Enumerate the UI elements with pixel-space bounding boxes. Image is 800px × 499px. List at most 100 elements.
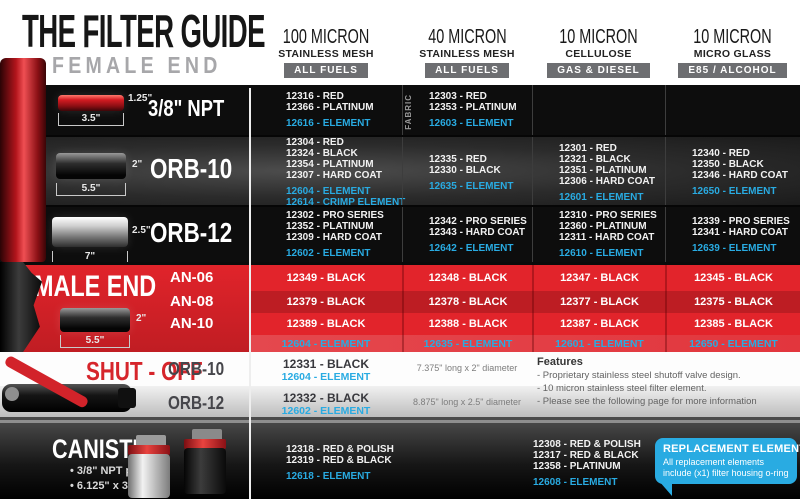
cell-npt-40micron: 12303 - RED 12353 - PLATINUM 12603 - ELE… xyxy=(402,85,532,135)
micron-label: 10 MICRON xyxy=(559,26,638,48)
shutoff-dimensions: 7.375" long x 2" diameter xyxy=(416,363,518,373)
part-number: 12319 - RED & BLACK xyxy=(286,455,392,466)
part-number: 12350 - BLACK xyxy=(692,159,764,170)
micron-label: 10 MICRON xyxy=(693,26,772,48)
features-block: Features - Proprietary stainless steel s… xyxy=(537,356,787,408)
part-number: 12352 - PLATINUM xyxy=(286,221,374,232)
part-number: 12375 - BLACK xyxy=(665,291,800,313)
part-number: 12318 - RED & POLISH xyxy=(286,444,394,455)
fuel-badge: ALL FUELS xyxy=(425,63,509,78)
canister-section: CANISTER • 3/8" NPT ports. • 6.125" x 3.… xyxy=(0,420,800,499)
column-header-100-micron: 100 MICRON STAINLESS MESH ALL FUELS xyxy=(250,0,402,85)
part-number: 12353 - PLATINUM xyxy=(429,102,517,113)
part-number: 12302 - PRO SERIES xyxy=(286,210,384,221)
cell-orb10-40micron: 12335 - RED 12330 - BLACK 12635 - ELEMEN… xyxy=(402,137,532,208)
dim-height-label: 2.5" xyxy=(132,225,151,236)
part-number: 12348 - BLACK xyxy=(402,265,532,291)
cell-canister-10micron-cellulose: 12308 - RED & POLISH 12317 - RED & BLACK… xyxy=(533,427,666,499)
part-number: 12377 - BLACK xyxy=(532,291,665,313)
element-number: 12650 - ELEMENT xyxy=(692,186,777,197)
part-number: 12387 - BLACK xyxy=(532,313,665,335)
black-filter-image xyxy=(60,308,130,332)
dim-height-label: 2" xyxy=(136,313,147,324)
an-size-label: AN-08 xyxy=(170,293,214,310)
row-npt-label-cell: 1.25" 3.5" 3/8" NPT xyxy=(0,85,250,135)
section-divider xyxy=(0,262,800,265)
part-number: 12366 - PLATINUM xyxy=(286,102,374,113)
dim-height-label: 2" xyxy=(132,159,143,170)
features-title: Features xyxy=(537,356,583,368)
page-subtitle: FEMALE END xyxy=(52,52,222,78)
row-label: 3/8" NPT xyxy=(148,95,225,121)
part-number: 12349 - BLACK xyxy=(286,272,366,284)
feature-item: - Proprietary stainless steel shutoff va… xyxy=(537,370,741,381)
part-number: 12378 - BLACK xyxy=(402,291,532,313)
micron-label: 100 MICRON xyxy=(282,26,370,48)
dim-length-label: 5.5" xyxy=(60,335,130,348)
media-label: STAINLESS MESH xyxy=(278,48,374,60)
part-number: 12303 - RED xyxy=(429,91,487,102)
replacement-elements-callout: REPLACEMENT ELEMENTS All replacement ele… xyxy=(655,438,800,484)
part-number: 12309 - HARD COAT xyxy=(286,232,382,243)
part-number: 12360 - PLATINUM xyxy=(559,221,647,232)
part-number: 12354 - PLATINUM xyxy=(286,159,374,170)
element-number: 12616 - ELEMENT xyxy=(286,118,371,129)
male-row-an08: 12379 - BLACK 12378 - BLACK 12377 - BLAC… xyxy=(250,291,800,313)
element-number: 12601 - ELEMENT xyxy=(559,191,644,203)
element-number: 12635 - ELEMENT xyxy=(429,180,514,192)
part-number: 12343 - HARD COAT xyxy=(429,226,525,238)
callout-title: REPLACEMENT ELEMENTS xyxy=(663,443,800,455)
part-number: 12330 - BLACK xyxy=(429,164,501,176)
part-number: 12316 - RED xyxy=(286,91,344,102)
media-label: CELLULOSE xyxy=(565,48,632,60)
fuel-badge: ALL FUELS xyxy=(284,63,368,78)
part-number: 12304 - RED xyxy=(286,137,344,148)
shutoff-dimensions: 8.875" long x 2.5" diameter xyxy=(413,397,521,407)
element-number: 12650 - ELEMENT xyxy=(665,335,800,352)
shutoff-valve-photo xyxy=(2,356,136,412)
shutoff-part: 12332 - BLACK xyxy=(282,391,370,405)
black-filter-image xyxy=(56,153,126,179)
row-label: ORB-12 xyxy=(150,217,233,248)
part-number: 12310 - PRO SERIES xyxy=(559,210,657,221)
page-title: THE FILTER GUIDE xyxy=(22,5,265,57)
fabric-note: FABRIC xyxy=(404,94,413,130)
shutoff-part: 12331 - BLACK xyxy=(282,357,370,371)
element-number: 12610 - ELEMENT xyxy=(559,248,644,259)
element-number: 12635 - ELEMENT xyxy=(402,335,532,352)
part-number: 12385 - BLACK xyxy=(665,313,800,335)
male-end-title: MALE END xyxy=(34,270,157,303)
part-number: 12358 - PLATINUM xyxy=(533,460,621,472)
part-number: 12324 - BLACK xyxy=(286,148,358,159)
element-number: 12604 - ELEMENT xyxy=(286,186,371,197)
part-number: 12379 - BLACK xyxy=(286,296,366,308)
part-number: 12351 - PLATINUM xyxy=(559,164,647,176)
part-number: 12346 - HARD COAT xyxy=(692,170,788,181)
male-row-elements: 12604 - ELEMENT 12635 - ELEMENT 12601 - … xyxy=(250,335,800,352)
dim-length-label: 5.5" xyxy=(56,183,126,196)
part-number: 12308 - RED & POLISH xyxy=(533,438,641,450)
an-size-label: AN-06 xyxy=(170,269,214,286)
cell-orb10-10micron-glass: 12340 - RED 12350 - BLACK 12346 - HARD C… xyxy=(665,137,800,208)
shutoff-element: 12602 - ELEMENT xyxy=(281,405,371,417)
part-number: 12311 - HARD COAT xyxy=(559,232,655,243)
element-number: 12601 - ELEMENT xyxy=(532,335,665,352)
element-number: 12639 - ELEMENT xyxy=(692,242,777,254)
shutoff-element: 12604 - ELEMENT xyxy=(281,371,371,383)
part-number: 12341 - HARD COAT xyxy=(692,226,788,238)
male-end-band: MALE END AN-06 AN-08 AN-10 2" 5.5" 12349… xyxy=(0,262,800,352)
header: THE FILTER GUIDE FEMALE END 100 MICRON S… xyxy=(0,0,800,85)
shutoff-row-label: ORB-10 xyxy=(168,359,225,379)
element-number: 12608 - ELEMENT xyxy=(533,476,618,488)
part-number: 12342 - PRO SERIES xyxy=(429,215,527,227)
shutoff-section: SHUT - OFF ORB-10 ORB-12 12331 - BLACK 1… xyxy=(0,352,800,420)
row-npt: 1.25" 3.5" 3/8" NPT 12316 - RED 12366 - … xyxy=(0,85,800,135)
cell-orb12-40micron: 12342 - PRO SERIES 12343 - HARD COAT 126… xyxy=(402,207,532,262)
element-number: 12602 - ELEMENT xyxy=(286,248,371,259)
callout-body: All replacement elements include (x1) fi… xyxy=(663,457,789,478)
fuel-badge: E85 / ALCOHOL xyxy=(678,63,787,78)
column-divider-line xyxy=(249,88,251,499)
part-number: 12388 - BLACK xyxy=(402,313,532,335)
row-orb10-label-cell: 2" 5.5" ORB-10 xyxy=(0,137,250,208)
